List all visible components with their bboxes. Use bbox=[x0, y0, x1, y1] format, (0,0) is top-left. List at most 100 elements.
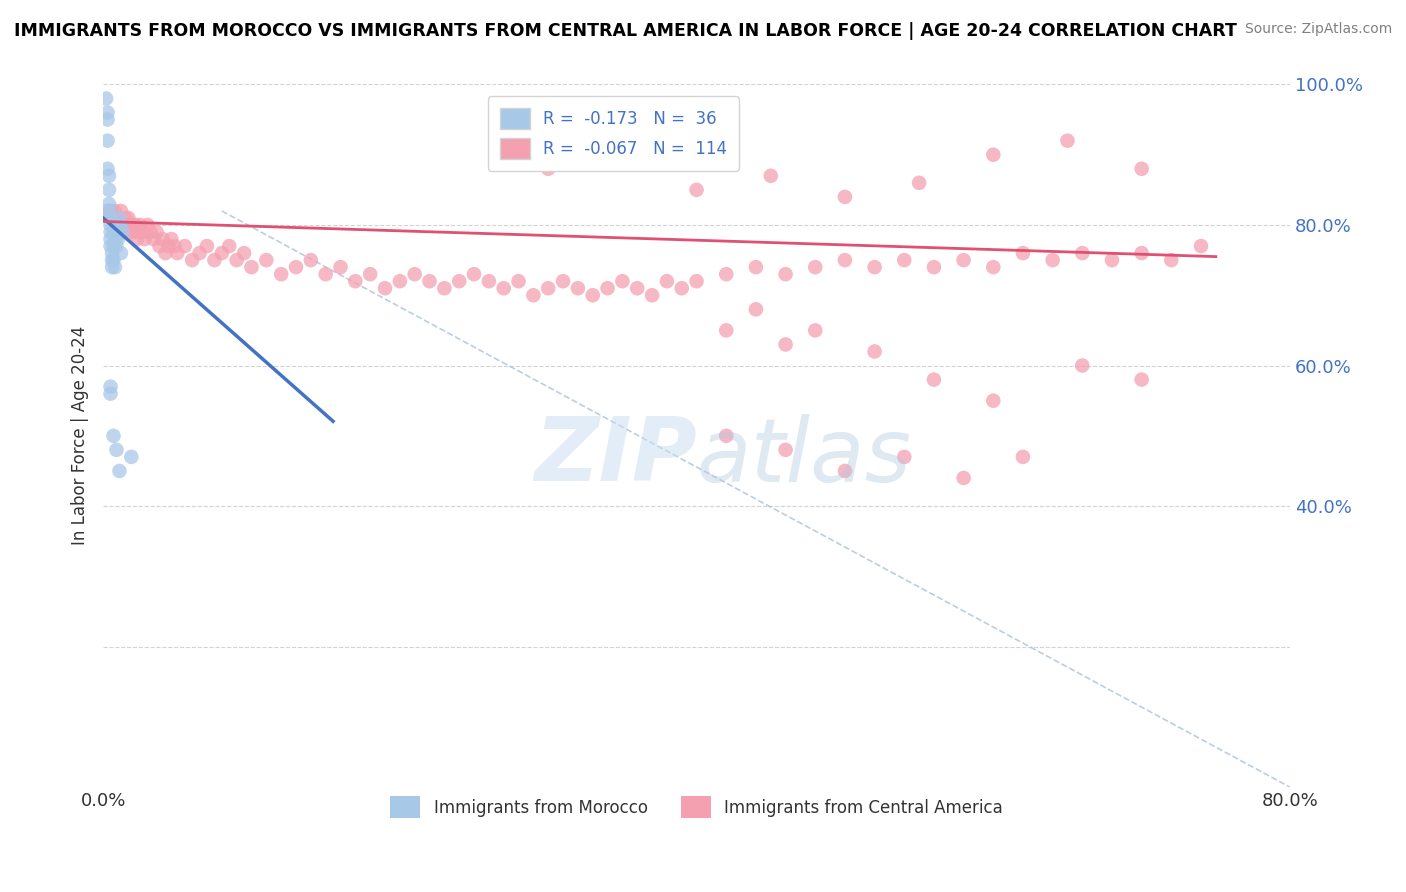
Point bbox=[107, 218, 129, 232]
Point bbox=[716, 429, 738, 443]
Point bbox=[173, 239, 195, 253]
Point bbox=[124, 225, 146, 239]
Point bbox=[120, 218, 142, 232]
Point bbox=[759, 169, 782, 183]
Point bbox=[225, 253, 247, 268]
Point bbox=[893, 450, 915, 464]
Point bbox=[641, 288, 664, 302]
Point bbox=[100, 218, 122, 232]
Point bbox=[104, 260, 127, 274]
Point bbox=[139, 225, 162, 239]
Point bbox=[211, 246, 233, 260]
Point bbox=[1101, 253, 1123, 268]
Point bbox=[100, 232, 122, 246]
Point bbox=[716, 323, 738, 337]
Text: atlas: atlas bbox=[696, 414, 911, 500]
Point bbox=[103, 253, 125, 268]
Point bbox=[537, 161, 560, 176]
Point bbox=[433, 281, 456, 295]
Point bbox=[804, 323, 827, 337]
Point bbox=[97, 105, 120, 120]
Point bbox=[104, 203, 127, 218]
Point bbox=[110, 218, 132, 232]
Point bbox=[344, 274, 367, 288]
Point bbox=[1042, 253, 1064, 268]
Point bbox=[136, 218, 159, 232]
Point bbox=[142, 232, 165, 246]
Point bbox=[105, 442, 128, 457]
Y-axis label: In Labor Force | Age 20-24: In Labor Force | Age 20-24 bbox=[72, 326, 89, 545]
Point bbox=[157, 239, 180, 253]
Point bbox=[112, 218, 135, 232]
Point bbox=[685, 183, 707, 197]
Point bbox=[110, 246, 132, 260]
Point bbox=[716, 267, 738, 281]
Point bbox=[567, 281, 589, 295]
Point bbox=[922, 373, 945, 387]
Point bbox=[388, 274, 411, 288]
Point bbox=[103, 429, 125, 443]
Point bbox=[612, 274, 634, 288]
Point bbox=[94, 91, 117, 105]
Point bbox=[166, 246, 188, 260]
Point bbox=[834, 253, 856, 268]
Point bbox=[612, 141, 634, 155]
Point bbox=[981, 260, 1004, 274]
Point bbox=[98, 183, 121, 197]
Point bbox=[922, 260, 945, 274]
Point bbox=[270, 267, 292, 281]
Point bbox=[655, 274, 678, 288]
Point bbox=[240, 260, 263, 274]
Point bbox=[1130, 246, 1153, 260]
Point bbox=[132, 225, 155, 239]
Point bbox=[685, 274, 707, 288]
Point bbox=[671, 281, 693, 295]
Point bbox=[97, 161, 120, 176]
Point bbox=[745, 302, 768, 317]
Point bbox=[834, 464, 856, 478]
Point bbox=[329, 260, 352, 274]
Point bbox=[115, 218, 138, 232]
Point bbox=[596, 281, 619, 295]
Point bbox=[952, 253, 974, 268]
Point bbox=[118, 225, 141, 239]
Point bbox=[804, 260, 827, 274]
Point bbox=[374, 281, 396, 295]
Point bbox=[775, 337, 797, 351]
Point bbox=[1130, 373, 1153, 387]
Point bbox=[110, 203, 132, 218]
Point bbox=[98, 203, 121, 218]
Point bbox=[100, 386, 122, 401]
Point bbox=[100, 203, 122, 218]
Point bbox=[233, 246, 256, 260]
Legend: Immigrants from Morocco, Immigrants from Central America: Immigrants from Morocco, Immigrants from… bbox=[384, 789, 1010, 824]
Point bbox=[101, 253, 124, 268]
Point bbox=[101, 246, 124, 260]
Point bbox=[163, 239, 186, 253]
Point bbox=[981, 393, 1004, 408]
Point bbox=[1160, 253, 1182, 268]
Point bbox=[582, 288, 605, 302]
Point bbox=[463, 267, 485, 281]
Point bbox=[188, 246, 211, 260]
Point bbox=[1012, 246, 1035, 260]
Point bbox=[775, 267, 797, 281]
Point bbox=[108, 211, 131, 225]
Point bbox=[492, 281, 515, 295]
Point bbox=[952, 471, 974, 485]
Point bbox=[100, 239, 122, 253]
Point bbox=[103, 211, 125, 225]
Point bbox=[195, 239, 218, 253]
Point bbox=[120, 450, 142, 464]
Point bbox=[108, 464, 131, 478]
Point bbox=[103, 239, 125, 253]
Point bbox=[218, 239, 240, 253]
Point bbox=[145, 225, 167, 239]
Point bbox=[101, 260, 124, 274]
Point bbox=[121, 218, 143, 232]
Text: IMMIGRANTS FROM MOROCCO VS IMMIGRANTS FROM CENTRAL AMERICA IN LABOR FORCE | AGE : IMMIGRANTS FROM MOROCCO VS IMMIGRANTS FR… bbox=[14, 22, 1237, 40]
Point bbox=[522, 288, 544, 302]
Point bbox=[285, 260, 308, 274]
Point bbox=[97, 203, 120, 218]
Point bbox=[745, 260, 768, 274]
